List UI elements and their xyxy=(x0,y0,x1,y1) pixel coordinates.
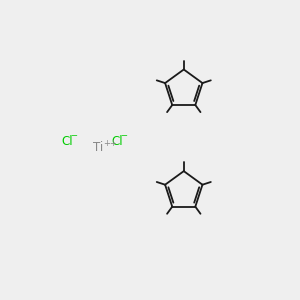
Text: Cl: Cl xyxy=(111,135,123,148)
Text: −: − xyxy=(120,131,127,140)
Text: −: − xyxy=(70,131,78,140)
Text: Ti: Ti xyxy=(92,141,103,154)
Text: Cl: Cl xyxy=(61,135,73,148)
Text: ++: ++ xyxy=(103,139,117,148)
